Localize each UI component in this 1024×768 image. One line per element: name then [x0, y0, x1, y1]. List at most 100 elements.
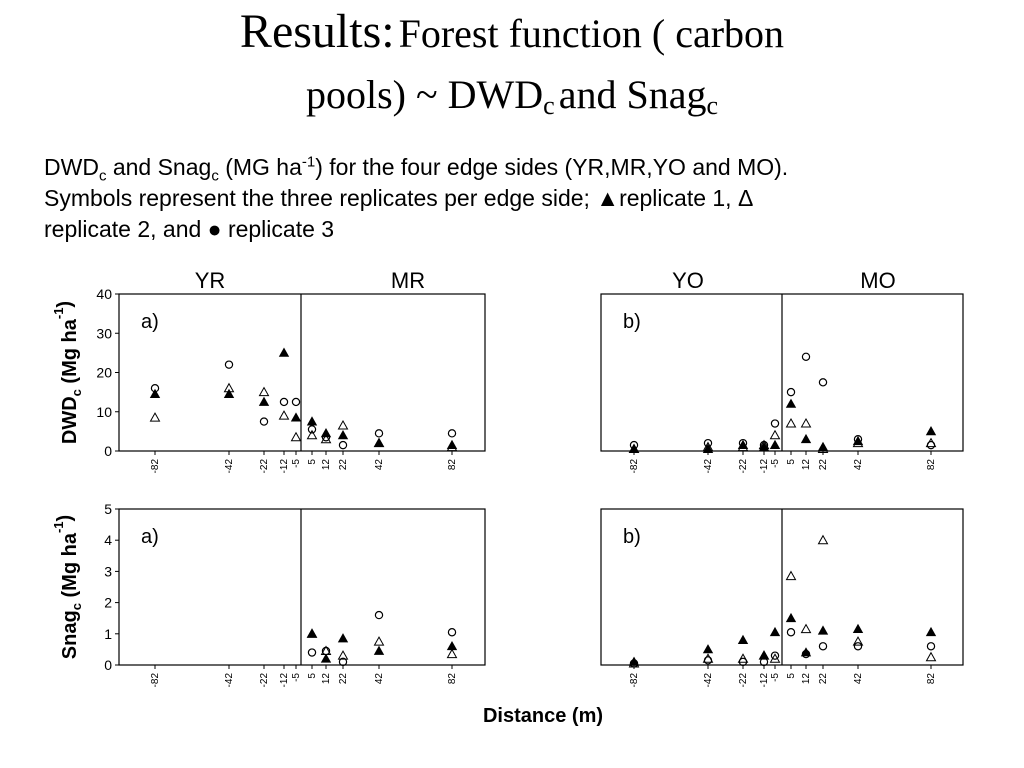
- y-label-text: (Mg ha: [59, 532, 81, 603]
- data-point-open-triangle: [446, 648, 458, 659]
- panel-label: a): [141, 526, 159, 548]
- x-tick-label: -5: [770, 459, 781, 468]
- x-tick-label: -22: [738, 459, 749, 474]
- x-tick-label: 82: [926, 673, 937, 685]
- x-tick-label: -22: [738, 673, 749, 688]
- x-tick-label: 42: [374, 459, 385, 471]
- data-point-open-circle: [447, 429, 457, 438]
- data-point-open-triangle: [290, 431, 302, 442]
- x-tick-label: 5: [786, 459, 797, 465]
- data-point-filled-triangle: [337, 633, 349, 643]
- y-tick-label: 40: [96, 286, 112, 302]
- x-tick-label: -42: [703, 459, 714, 474]
- data-point-filled-triangle: [373, 437, 385, 448]
- x-tick-label: -42: [224, 673, 235, 688]
- data-point-open-triangle: [306, 429, 318, 440]
- x-tick-label: -12: [279, 673, 290, 688]
- y-axis-label: DWDc (Mg ha-1): [51, 301, 84, 444]
- data-point-open-circle: [818, 378, 828, 387]
- data-point-filled-triangle: [925, 626, 937, 637]
- data-point-open-circle: [770, 419, 780, 428]
- y-tick-label: 2: [104, 595, 112, 611]
- data-point-open-circle: [338, 657, 348, 667]
- data-point-open-circle: [738, 657, 748, 667]
- y-tick-label: 1: [104, 626, 112, 642]
- title-part1: Results:: [239, 5, 395, 58]
- side-label-yr: YR: [195, 268, 226, 293]
- data-point-open-triangle: [149, 412, 161, 422]
- data-point-open-circle: [703, 656, 713, 665]
- y-label-sup: -1: [51, 308, 66, 320]
- data-point-open-triangle: [337, 419, 349, 430]
- x-tick-label: -12: [279, 459, 290, 474]
- x-axis-label: Distance (m): [483, 705, 603, 727]
- x-tick-label: 22: [818, 459, 829, 471]
- data-point-open-triangle: [373, 437, 385, 448]
- caption-sup1: -1: [301, 153, 316, 171]
- data-point-open-triangle: [785, 570, 797, 581]
- x-tick-label: -12: [759, 673, 770, 688]
- x-tick-label: 82: [926, 459, 937, 471]
- title-part4: and Snag: [558, 72, 707, 117]
- data-point-open-circle: [338, 440, 348, 450]
- x-tick-label: -82: [629, 673, 640, 688]
- data-point-open-circle: [307, 648, 317, 657]
- data-point-open-circle: [926, 440, 936, 450]
- data-point-filled-triangle: [785, 612, 797, 623]
- data-point-open-triangle: [769, 429, 781, 440]
- x-tick-label: -12: [759, 459, 770, 474]
- x-tick-label: 82: [447, 459, 458, 471]
- data-point-open-triangle: [785, 418, 797, 428]
- figure-caption: DWDc and Snagc (MG ha-1) for the four ed…: [44, 152, 1004, 245]
- y-label-sub: c: [69, 603, 84, 610]
- data-point-filled-triangle: [258, 396, 270, 406]
- caption-t4: ) for the four edge sides (YR,MR,YO and …: [315, 154, 789, 180]
- y-label-sub: c: [69, 389, 84, 396]
- side-label-mo: MO: [860, 268, 895, 293]
- x-tick-label: -42: [224, 459, 235, 474]
- data-point-open-circle: [786, 628, 796, 637]
- x-tick-label: 5: [307, 673, 318, 679]
- x-tick-label: -22: [259, 459, 270, 474]
- data-point-filled-triangle: [785, 398, 797, 408]
- x-tick-label: -22: [259, 673, 270, 688]
- y-tick-label: 3: [104, 563, 112, 579]
- data-point-filled-triangle: [290, 412, 302, 422]
- data-point-open-triangle: [817, 443, 829, 454]
- caption-line3: replicate 2, and ● replicate 3: [44, 216, 335, 242]
- x-tick-label: 5: [307, 459, 318, 465]
- data-point-open-circle: [926, 642, 936, 651]
- data-point-filled-triangle: [149, 388, 161, 398]
- side-label-mr: MR: [391, 268, 425, 293]
- data-point-filled-triangle: [800, 647, 812, 657]
- x-tick-label: -5: [770, 673, 781, 682]
- data-point-open-triangle: [373, 636, 385, 646]
- data-point-open-triangle: [800, 623, 812, 634]
- x-tick-label: -82: [150, 459, 161, 474]
- data-point-filled-triangle: [306, 416, 318, 426]
- data-point-filled-triangle: [925, 426, 937, 436]
- data-point-open-triangle: [737, 653, 749, 663]
- caption-t1: DWD: [44, 154, 99, 180]
- data-point-open-triangle: [800, 418, 812, 428]
- title-part3: pools) ~ DWD: [305, 72, 544, 117]
- data-point-filled-triangle: [817, 625, 829, 635]
- data-point-open-triangle: [306, 628, 318, 638]
- data-point-open-circle: [321, 646, 331, 656]
- y-label-text: Snag: [59, 610, 81, 659]
- caption-t3: (MG ha: [225, 154, 302, 180]
- x-tick-label: 12: [321, 459, 332, 471]
- x-tick-label: -5: [291, 673, 302, 682]
- caption-s1: c: [98, 167, 107, 185]
- data-point-open-circle: [629, 659, 639, 668]
- data-point-open-circle: [629, 440, 639, 450]
- x-tick-label: 12: [801, 673, 812, 685]
- data-point-open-circle: [853, 642, 863, 651]
- side-label-yo: YO: [672, 268, 704, 293]
- panel-label: b): [623, 311, 641, 333]
- data-point-open-circle: [759, 657, 769, 667]
- data-point-filled-triangle: [223, 388, 235, 398]
- x-tick-label: 5: [786, 673, 797, 679]
- data-point-open-circle: [801, 649, 811, 659]
